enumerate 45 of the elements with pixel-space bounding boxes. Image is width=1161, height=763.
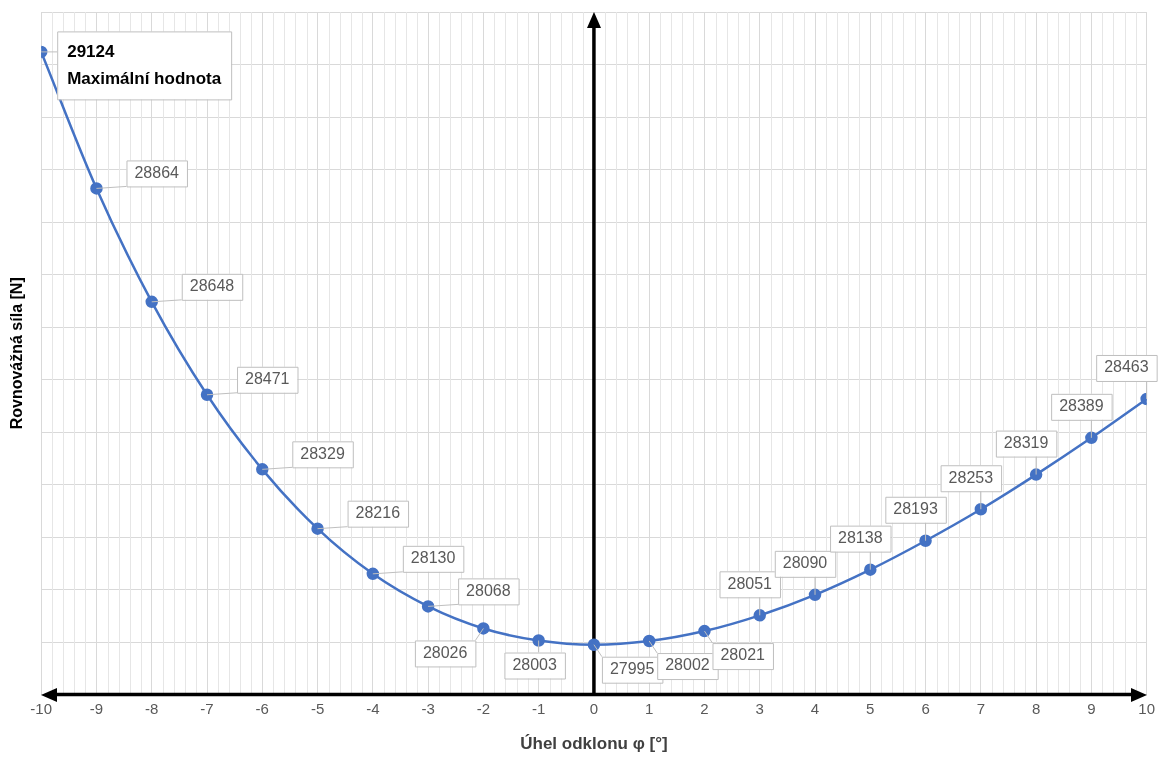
x-axis-title: Úhel odklonu φ [°] [520, 734, 668, 754]
x-tick-label: -6 [255, 699, 269, 717]
data-label: 28253 [948, 468, 994, 486]
data-label: 28002 [665, 656, 710, 674]
x-tick-label: -3 [421, 699, 435, 717]
data-label: 28003 [512, 655, 557, 673]
data-label: 28319 [1003, 434, 1049, 451]
x-tick-label: -10 [30, 699, 53, 717]
x-tick-label: -2 [476, 699, 491, 717]
y-axis-title: Rovnovážná síla [N] [8, 277, 26, 430]
x-tick-label: -7 [200, 699, 214, 717]
data-label: 28138 [838, 529, 883, 547]
annotation: Maximální hodnota [67, 68, 222, 88]
x-tick-label: 0 [589, 699, 599, 717]
data-label: 28648 [189, 277, 235, 295]
x-tick-label: -1 [531, 699, 546, 717]
data-label: 27995 [609, 660, 655, 678]
x-tick-label: 2 [700, 699, 709, 717]
data-label: 28026 [422, 643, 468, 661]
x-tick-label: -8 [145, 699, 159, 717]
data-label: 28864 [134, 163, 180, 181]
x-tick-label: 8 [1031, 699, 1041, 717]
data-label: 28193 [893, 500, 938, 518]
x-tick-label: -9 [89, 699, 104, 717]
x-tick-label: 5 [866, 699, 875, 717]
data-label: 28021 [720, 646, 766, 664]
data-label: 28329 [300, 444, 345, 462]
data-label: 28471 [245, 370, 290, 388]
x-tick-label: -4 [366, 699, 380, 717]
data-label: 28130 [410, 549, 456, 567]
data-label: 28051 [727, 574, 773, 592]
x-tick-label: 6 [921, 699, 930, 717]
data-label: 29124 [67, 41, 116, 61]
x-tick-label: 3 [755, 699, 764, 717]
data-label: 28389 [1059, 397, 1104, 415]
x-tick-label: 1 [645, 699, 654, 717]
x-tick-label: 10 [1138, 699, 1155, 717]
x-tick-label: 4 [810, 699, 820, 717]
data-label: 28068 [466, 581, 511, 599]
data-label: 28216 [355, 504, 401, 522]
x-tick-label: -5 [310, 699, 325, 717]
data-label: 28090 [782, 554, 828, 572]
x-tick-label: 9 [1087, 699, 1096, 717]
data-label: 28463 [1104, 358, 1149, 376]
x-tick-label: 7 [976, 699, 986, 717]
